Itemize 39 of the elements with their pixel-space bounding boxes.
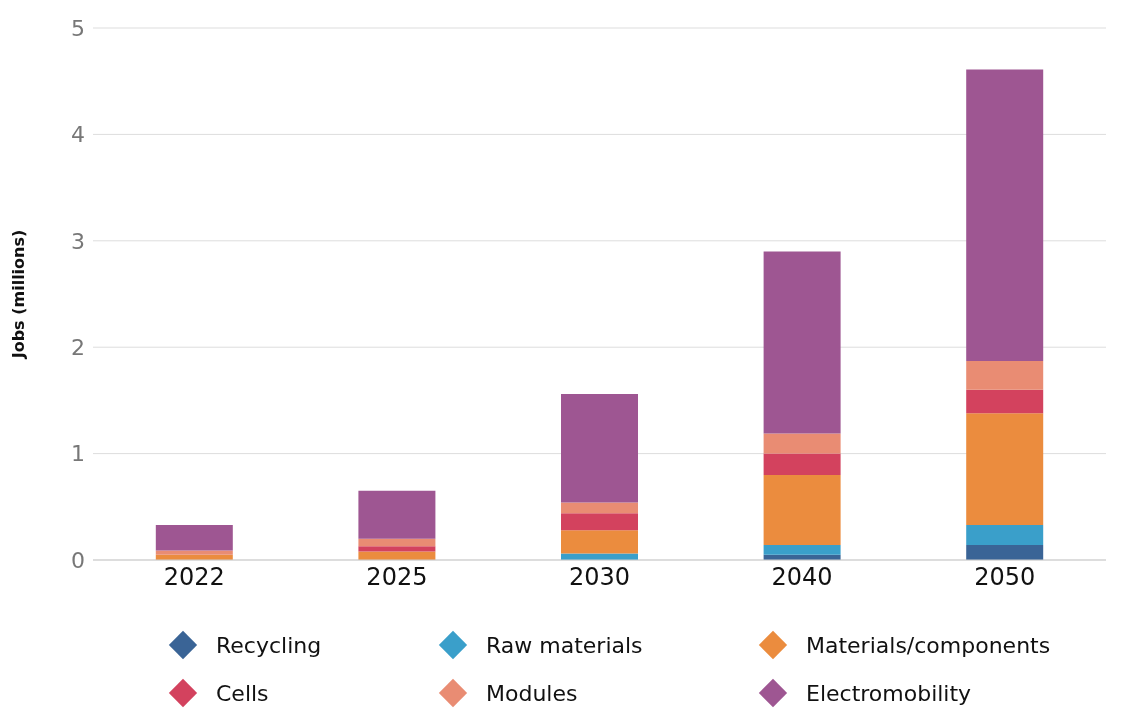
x-tick-label: 2050 [974,563,1036,592]
x-tick-label: 2025 [366,563,428,592]
bar [763,433,841,454]
bar [763,545,841,555]
bar [966,524,1044,546]
bar [155,524,233,551]
x-tick-label: 2030 [568,563,631,592]
legend-label: Electromobility [806,680,972,706]
bar [763,474,841,546]
legend-label: Recycling [216,632,322,658]
bar [966,413,1044,525]
y-tick-label: 4 [71,122,85,148]
bar [561,394,639,503]
bar [358,490,436,539]
bar [358,551,436,560]
y-tick-label: 3 [71,228,85,254]
bar [966,69,1044,362]
bar [155,550,233,555]
legend-label: Materials/components [806,632,1051,658]
bar [358,538,436,547]
legend-label: Raw materials [486,632,643,658]
bar [966,361,1044,390]
bar [358,546,436,552]
x-tick-label: 2040 [771,563,833,592]
bar [763,453,841,475]
bar [966,389,1044,414]
bar [561,530,639,554]
bar [966,545,1044,560]
y-tick-label: 2 [71,335,85,361]
x-tick-label: 2022 [163,563,225,592]
bar [561,502,639,514]
legend-label: Cells [216,680,269,706]
y-tick-label: 1 [71,441,85,467]
y-tick-label: 0 [71,547,85,573]
bar [561,513,639,531]
y-axis-title: Jobs (millions) [8,229,28,360]
legend-label: Modules [486,680,578,706]
y-tick-label: 5 [71,15,85,41]
bar [763,251,841,434]
